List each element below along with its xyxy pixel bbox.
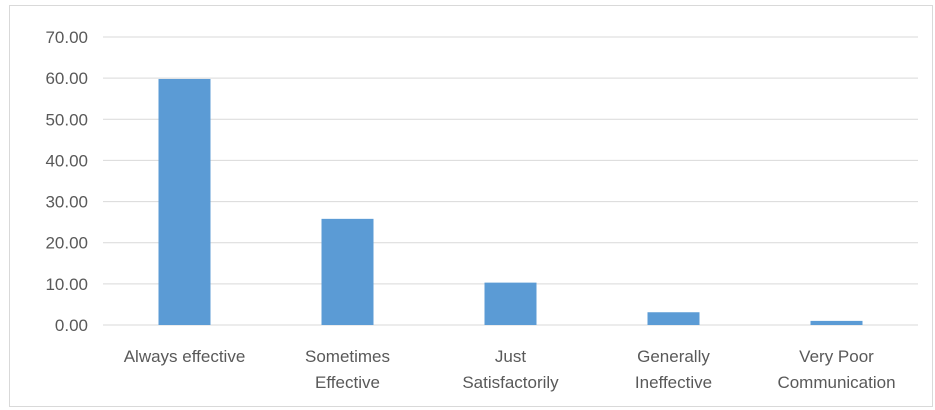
y-tick-label: 0.00 bbox=[55, 316, 88, 335]
x-tick-label: Sometimes Effective bbox=[305, 347, 390, 392]
bars bbox=[158, 78, 863, 325]
x-axis-tick-labels: Always effective Sometimes Effective Just Sa… bbox=[124, 347, 896, 392]
bar bbox=[647, 312, 700, 325]
bar bbox=[321, 218, 374, 325]
x-tick-label: Generally Ineffective bbox=[635, 347, 712, 392]
y-axis-tick-labels: 0.00 10.00 20.00 30.00 40.00 50.00 60.00 70.00 bbox=[45, 28, 88, 335]
x-tick-label: Very Poor Communication bbox=[777, 347, 895, 392]
y-tick-label: 60.00 bbox=[45, 69, 88, 88]
y-tick-label: 30.00 bbox=[45, 193, 88, 212]
y-tick-label: 20.00 bbox=[45, 234, 88, 253]
y-tick-label: 50.00 bbox=[45, 110, 88, 129]
bar bbox=[158, 78, 211, 325]
gridlines bbox=[103, 36, 918, 326]
y-tick-label: 40.00 bbox=[45, 151, 88, 170]
bar bbox=[810, 320, 863, 325]
x-tick-label: Always effective bbox=[124, 347, 246, 366]
bar bbox=[484, 282, 537, 325]
x-tick-label: Just Satisfactorily bbox=[462, 347, 559, 392]
y-tick-label: 10.00 bbox=[45, 275, 88, 294]
y-tick-label: 70.00 bbox=[45, 28, 88, 47]
